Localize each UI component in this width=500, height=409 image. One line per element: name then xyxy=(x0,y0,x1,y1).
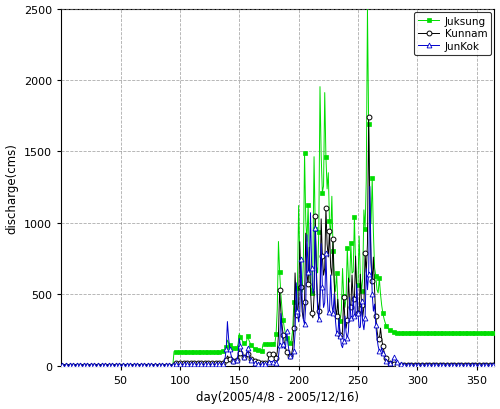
Kunnam xyxy=(232,359,237,364)
Juksung xyxy=(234,345,240,350)
Kunnam xyxy=(492,363,498,368)
Line: Kunnam: Kunnam xyxy=(60,115,497,369)
X-axis label: day(2005/4/8 - 2005/12/16): day(2005/4/8 - 2005/12/16) xyxy=(196,391,360,403)
Juksung xyxy=(364,7,370,12)
Line: JunKok: JunKok xyxy=(60,184,497,368)
Juksung xyxy=(431,331,437,336)
Kunnam xyxy=(366,115,372,120)
JunKok xyxy=(232,360,237,364)
Y-axis label: discharge(cms): discharge(cms) xyxy=(6,142,18,233)
Kunnam xyxy=(431,363,437,368)
JunKok xyxy=(178,362,184,367)
Juksung xyxy=(472,331,478,336)
Juksung xyxy=(492,331,498,336)
Legend: Juksung, Kunnam, JunKok: Juksung, Kunnam, JunKok xyxy=(414,13,492,56)
Kunnam xyxy=(178,361,184,366)
Juksung xyxy=(232,346,237,351)
Kunnam xyxy=(472,363,478,368)
Kunnam xyxy=(234,358,240,363)
Kunnam xyxy=(60,364,66,369)
Juksung xyxy=(178,349,184,354)
Kunnam xyxy=(151,364,157,369)
JunKok xyxy=(431,363,437,368)
Juksung xyxy=(60,364,66,369)
Line: Juksung: Juksung xyxy=(60,7,497,369)
JunKok xyxy=(60,363,66,368)
JunKok xyxy=(367,184,373,189)
JunKok xyxy=(472,363,478,368)
JunKok xyxy=(492,363,498,368)
JunKok xyxy=(234,358,240,363)
JunKok xyxy=(151,363,157,368)
Juksung xyxy=(151,364,157,369)
